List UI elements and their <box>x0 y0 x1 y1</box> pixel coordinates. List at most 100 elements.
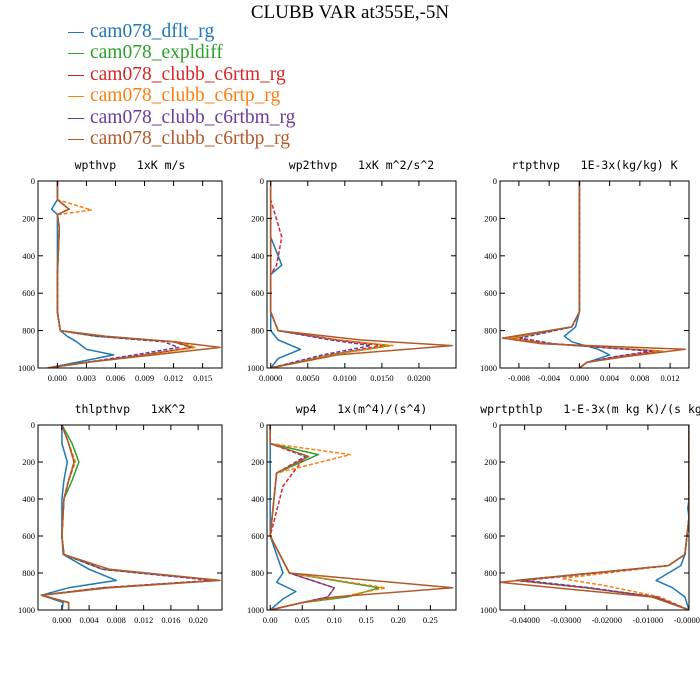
legend-label: cam078_clubb_c6rtm_rg <box>90 63 286 85</box>
x-tick-label: 0.15 <box>359 615 374 625</box>
y-tick-label: 200 <box>251 213 264 223</box>
x-tick-label: 0.25 <box>423 615 438 625</box>
x-tick-label: 0.012 <box>134 615 153 625</box>
y-tick-label: 200 <box>22 457 35 467</box>
series-line-cam078_clubb_c6rtbm_rg <box>269 425 336 610</box>
legend-swatch <box>68 32 84 33</box>
y-tick-label: 800 <box>484 326 497 336</box>
legend-swatch <box>68 117 84 119</box>
panel-title: wprtpthlp 1-E-3x(m kg K)/(s kg) <box>480 402 700 416</box>
x-tick-label: -0.02000 <box>592 615 622 625</box>
plot-frame <box>499 424 690 611</box>
x-tick-label: 0.0200 <box>407 373 430 383</box>
x-tick-label: -0.04000 <box>509 615 539 625</box>
y-tick-label: 600 <box>251 531 264 541</box>
y-tick-label: 1000 <box>247 605 264 615</box>
panel-title: wp2thvp 1xK m^2/s^2 <box>289 158 434 172</box>
chart-panel-3: 0 200 400 600 800 1000 -0.008 -0.004 0.000 0.004 0… <box>480 158 690 383</box>
y-tick-label: 1000 <box>18 605 35 615</box>
x-tick-label: -0.008 <box>508 373 530 383</box>
series-line-cam078_clubb_c6rtbp_rg <box>40 425 221 610</box>
x-tick-label: 0.0100 <box>333 373 356 383</box>
plot-frame <box>499 180 690 369</box>
y-tick-label: 0 <box>31 176 35 186</box>
x-tick-label: 0.05 <box>295 615 310 625</box>
x-tick-label: -0.01000 <box>633 615 663 625</box>
x-tick-label: 0.008 <box>630 373 649 383</box>
figure-title: CLUBB VAR at355E,-5N <box>250 2 450 23</box>
y-tick-label: 800 <box>251 326 264 336</box>
legend-label: cam078_dflt_rg <box>90 21 215 42</box>
legend-label: cam078_expldiff <box>90 42 223 64</box>
panel-title: wpthvp 1xK m/s <box>75 158 186 172</box>
chart-panel-6: 0 200 400 600 800 1000 -0.04000 -0.03000 -0.0200… <box>480 402 700 625</box>
y-tick-label: 200 <box>484 213 497 223</box>
series-line-cam078_clubb_c6rtbm_rg <box>519 181 652 368</box>
x-tick-label: 0.012 <box>164 373 183 383</box>
plot-frame <box>37 424 223 611</box>
x-tick-label: 0.016 <box>161 615 180 625</box>
panel-title: rtpthvp 1E-3x(kg/kg) K <box>511 158 677 172</box>
x-tick-label: 0.000 <box>52 615 71 625</box>
x-tick-label: 0.015 <box>193 373 212 383</box>
y-tick-label: 0 <box>31 420 35 430</box>
series-line-cam078_expldiff <box>515 425 689 610</box>
x-tick-label: 0.009 <box>135 373 154 383</box>
series-line-cam078_clubb_c6rtbp_rg <box>501 181 686 368</box>
x-tick-label: 0.012 <box>661 373 680 383</box>
series-line-cam078_clubb_c6rtbm_rg <box>523 425 689 610</box>
series-line-cam078_dflt_rg <box>40 425 118 610</box>
x-tick-label: 0.0000 <box>259 373 282 383</box>
x-tick-label: 0.008 <box>107 615 126 625</box>
plot-frame <box>37 180 223 369</box>
legend-swatch <box>68 96 84 98</box>
legend-swatch <box>68 53 84 55</box>
y-tick-label: 800 <box>22 568 35 578</box>
legend-label: cam078_clubb_c6rtp_rg <box>90 85 281 107</box>
y-tick-label: 400 <box>251 251 264 261</box>
y-tick-label: 400 <box>22 251 35 261</box>
series-line-cam078_clubb_c6rtbp_rg <box>47 181 221 368</box>
legend-swatch <box>68 138 84 140</box>
y-tick-label: 0 <box>493 420 497 430</box>
y-tick-label: 1000 <box>480 605 497 615</box>
legend-swatch <box>68 74 84 76</box>
y-tick-label: 1000 <box>247 363 264 373</box>
x-tick-label: 0.0050 <box>296 373 319 383</box>
y-tick-label: 200 <box>484 457 497 467</box>
series-line-cam078_clubb_c6rtm_rg <box>269 425 336 610</box>
x-tick-label: 0.020 <box>189 615 208 625</box>
y-tick-label: 600 <box>484 288 497 298</box>
series-line-cam078_expldiff <box>269 425 380 610</box>
y-tick-label: 1000 <box>480 363 497 373</box>
y-tick-label: 0 <box>493 176 497 186</box>
series-line-cam078_clubb_c6rtm_rg <box>515 425 689 610</box>
y-tick-label: 800 <box>484 568 497 578</box>
y-tick-label: 600 <box>484 531 497 541</box>
x-tick-label: 0.003 <box>77 373 96 383</box>
x-tick-label: 0.20 <box>391 615 406 625</box>
y-tick-label: 600 <box>22 288 35 298</box>
x-tick-label: 0.004 <box>80 615 100 625</box>
y-tick-label: 600 <box>251 288 264 298</box>
y-tick-label: 200 <box>22 213 35 223</box>
y-tick-label: 0 <box>260 420 264 430</box>
legend-label: cam078_clubb_c6rtbp_rg <box>90 127 291 149</box>
x-tick-label: 0.00 <box>263 615 278 625</box>
x-tick-label: 0.000 <box>570 373 589 383</box>
y-tick-label: 200 <box>251 457 264 467</box>
panel-title: wp4 1x(m^4)/(s^4) <box>296 402 428 416</box>
legend-label: cam078_clubb_c6rtbm_rg <box>90 106 296 128</box>
panel-title: thlpthvp 1xK^2 <box>75 402 186 416</box>
x-tick-label: 0.006 <box>106 373 125 383</box>
series-line-cam078_clubb_c6rtbp_rg <box>269 181 454 368</box>
x-tick-label: -0.03000 <box>551 615 581 625</box>
y-tick-label: 600 <box>22 531 35 541</box>
y-tick-label: 800 <box>251 568 264 578</box>
series-line-cam078_clubb_c6rtm_rg <box>514 181 660 368</box>
y-tick-label: 400 <box>251 494 264 504</box>
series-line-cam078_dflt_rg <box>655 425 689 610</box>
